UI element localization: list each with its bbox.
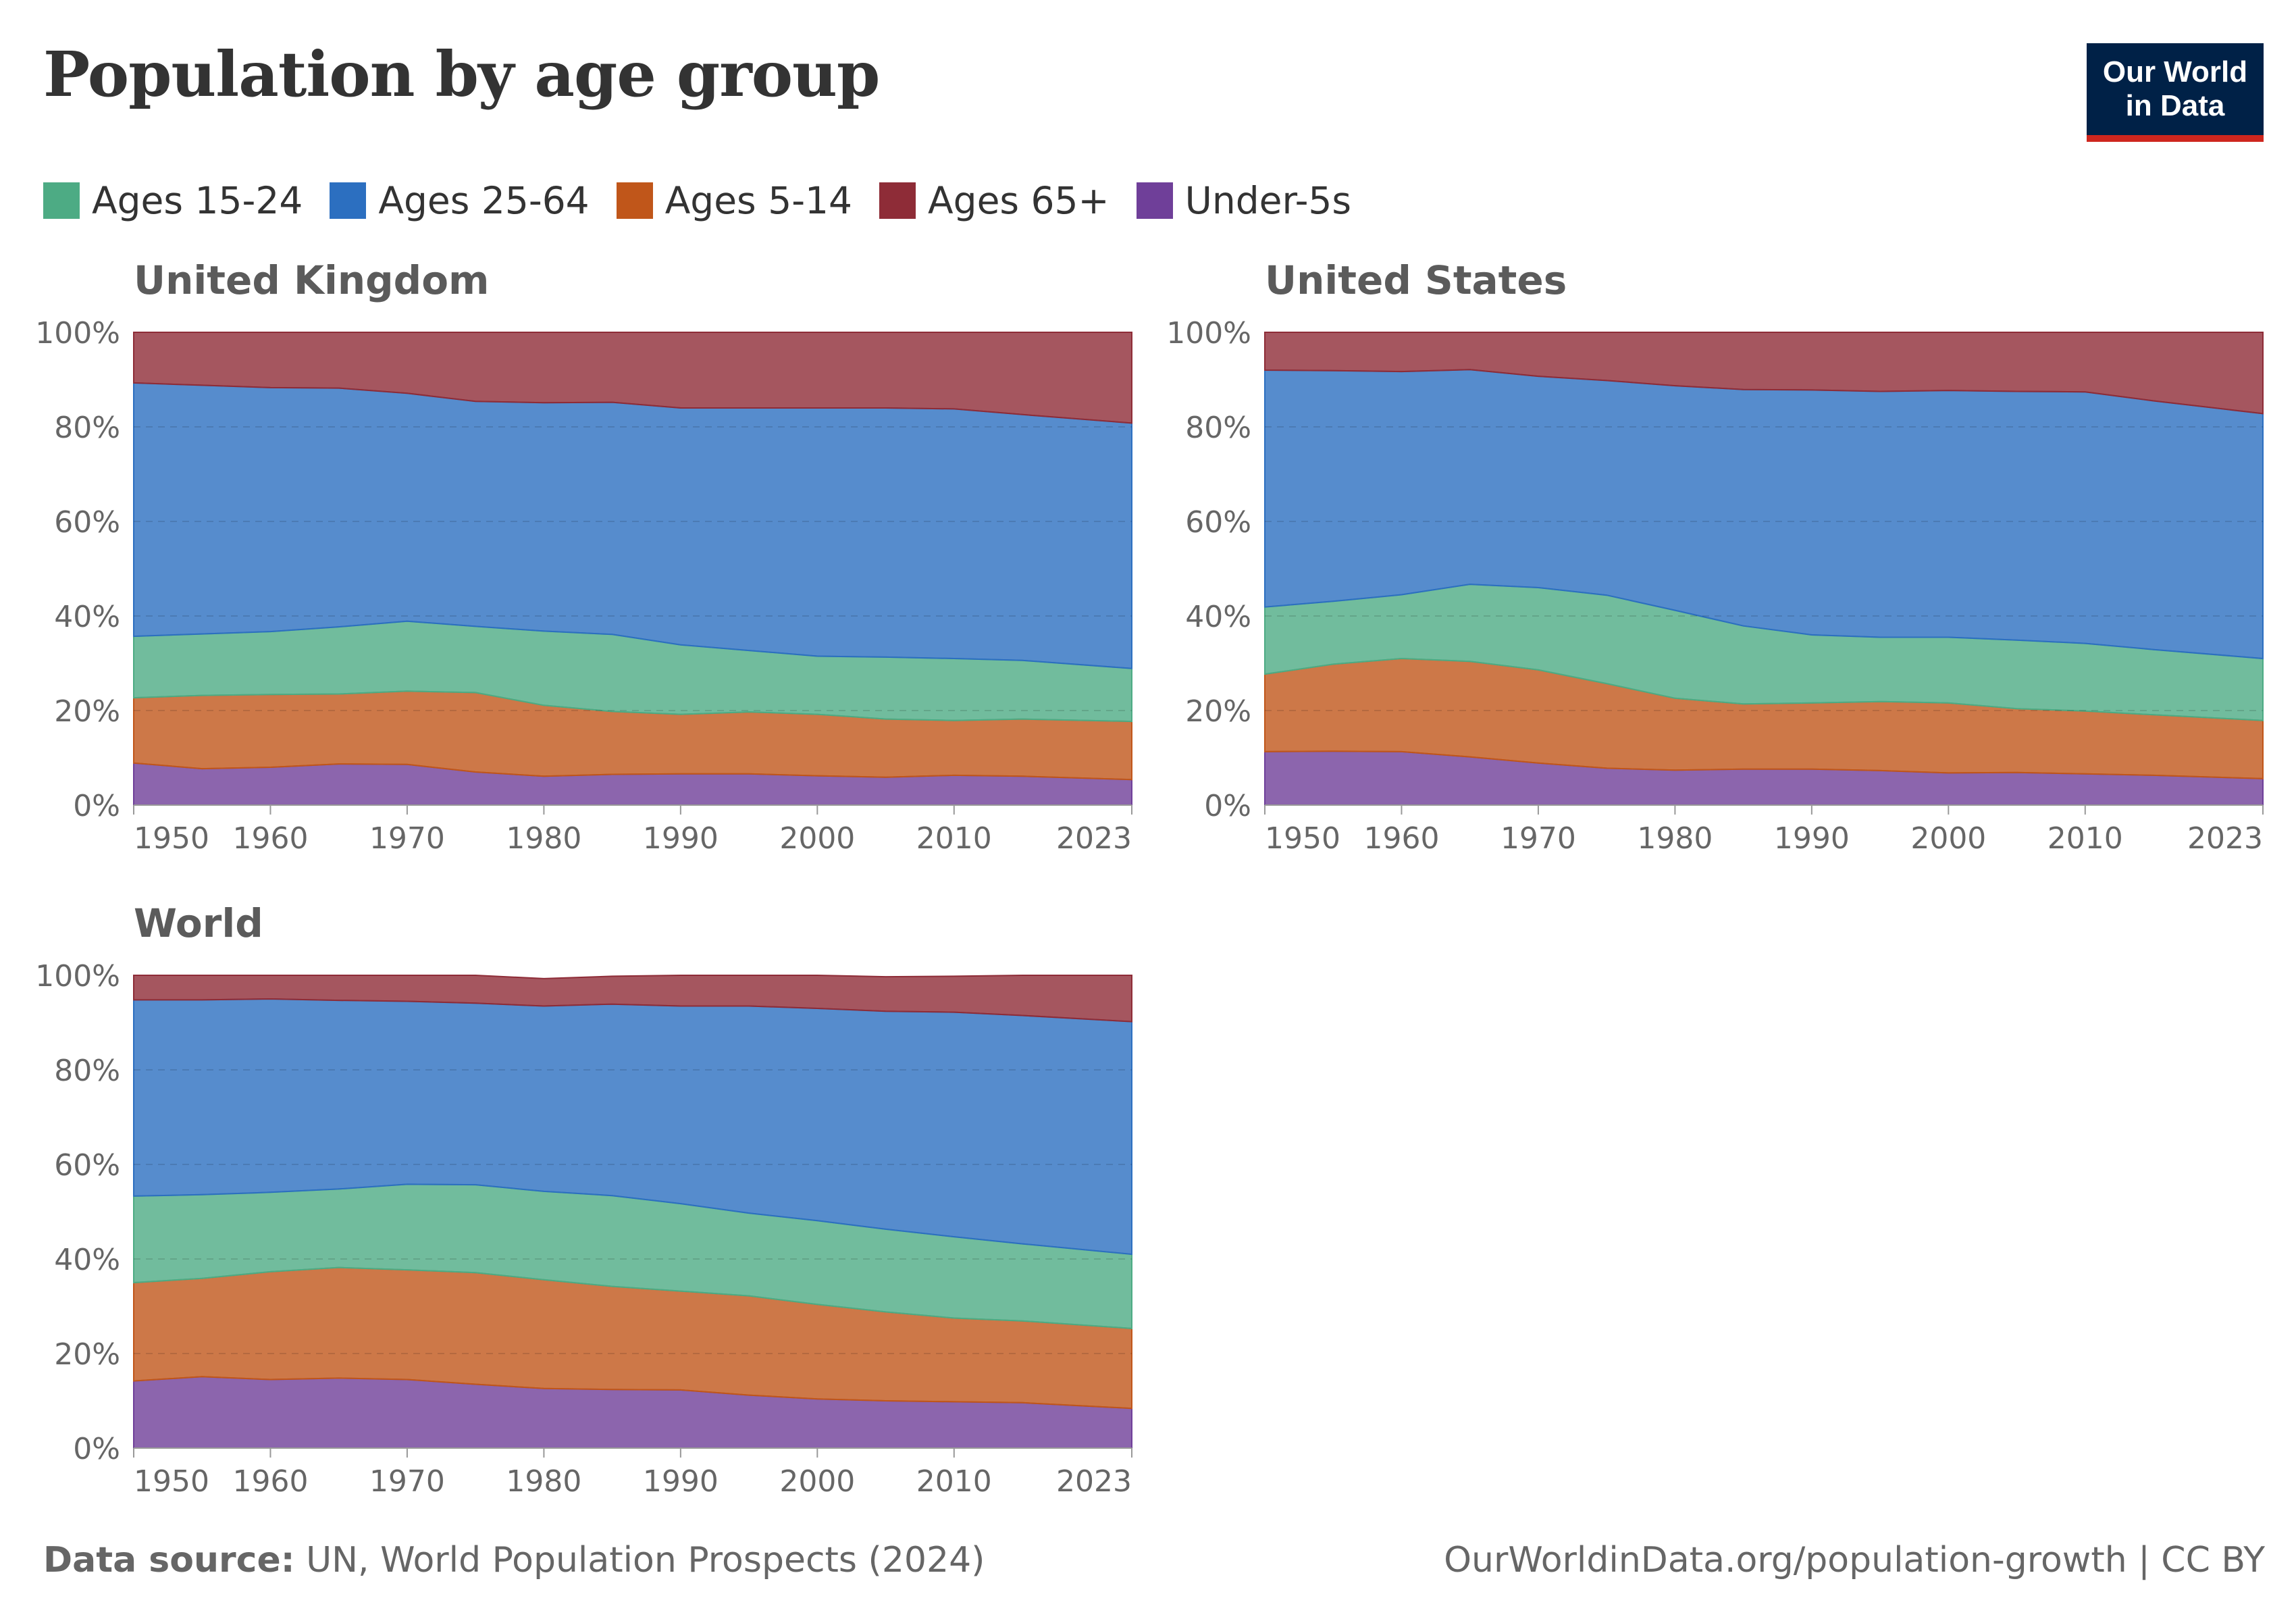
x-tick-label: 2010 (916, 821, 992, 856)
y-tick-label: 20% (1185, 694, 1251, 729)
legend-swatch (1136, 182, 1173, 219)
x-tick-label: 1960 (232, 821, 308, 856)
x-tick-label: 1950 (134, 1464, 209, 1499)
chart-title: Population by age group (43, 38, 880, 111)
x-tick-label: 2010 (2047, 821, 2123, 856)
x-tick-label: 1970 (369, 821, 445, 856)
y-tick-label: 100% (1166, 316, 1251, 351)
legend-item-under-5s[interactable]: Under-5s (1136, 179, 1352, 222)
x-tick-label: 1990 (643, 1464, 719, 1499)
panel-title: United States (1265, 257, 1567, 303)
x-tick-label: 2010 (916, 1464, 992, 1499)
x-tick-label: 1950 (134, 821, 209, 856)
y-tick-label: 80% (54, 1054, 120, 1088)
y-tick-label: 40% (1185, 600, 1251, 634)
legend-label: Ages 5-14 (664, 179, 853, 222)
legend-label: Under-5s (1184, 179, 1352, 222)
y-tick-label: 100% (35, 959, 120, 994)
x-tick-label: 2000 (779, 821, 855, 856)
x-tick-label: 1980 (506, 821, 581, 856)
legend-item-ages-65-plus[interactable]: Ages 65+ (879, 179, 1110, 222)
x-tick-label: 2023 (1056, 1464, 1132, 1499)
logo-line-2: in Data (2125, 89, 2225, 122)
x-tick-label: 2000 (1910, 821, 1986, 856)
y-tick-label: 0% (73, 789, 120, 823)
area-ages-65-plus[interactable] (1264, 332, 2264, 415)
x-tick-label: 1990 (1774, 821, 1850, 856)
area-ages-65-plus[interactable] (133, 332, 1132, 424)
y-tick-label: 100% (35, 316, 120, 351)
panel-united-kingdom: United Kingdom 0% 20% 40% 60% 80% 100% 1950 1960… (35, 257, 1132, 856)
x-tick-label: 1990 (643, 821, 719, 856)
legend-label: Ages 65+ (928, 179, 1110, 222)
legend-label: Ages 25-64 (378, 179, 590, 222)
legend-swatch (43, 182, 80, 219)
y-tick-label: 0% (1204, 789, 1251, 823)
y-tick-label: 0% (73, 1432, 120, 1466)
x-tick-label: 1980 (1637, 821, 1713, 856)
x-tick-label: 2023 (2187, 821, 2263, 856)
x-tick-label: 1960 (1363, 821, 1439, 856)
data-source: Data source: UN, World Population Prospe… (43, 1540, 985, 1580)
legend-item-ages-15-24[interactable]: Ages 15-24 (43, 179, 303, 222)
logo-line-1: Our World (2102, 55, 2248, 88)
x-tick-label: 1970 (1501, 821, 1576, 856)
legend-label: Ages 15-24 (92, 179, 303, 222)
legend-swatch (330, 182, 367, 219)
y-tick-label: 80% (54, 411, 120, 445)
legend-swatch (879, 182, 916, 219)
panel-united-states: United States 0% 20% 40% 60% 80% 100% 1950 1960 1… (1166, 257, 2264, 856)
y-tick-label: 60% (1185, 505, 1251, 540)
data-source-label: Data source: (43, 1540, 295, 1580)
owid-logo[interactable]: Our World in Data (2087, 43, 2264, 142)
x-tick-label: 1960 (232, 1464, 308, 1499)
panel-title: World (134, 900, 263, 946)
legend-item-ages-25-64[interactable]: Ages 25-64 (330, 179, 590, 222)
x-tick-label: 2000 (779, 1464, 855, 1499)
x-tick-label: 1950 (1265, 821, 1340, 856)
legend: Ages 15-24 Ages 25-64 Ages 5-14 Ages 65+… (43, 177, 1378, 224)
legend-swatch (616, 182, 653, 219)
y-tick-label: 40% (54, 1243, 120, 1277)
y-tick-label: 20% (54, 694, 120, 729)
area-ages-65-plus[interactable] (133, 975, 1132, 1023)
x-tick-label: 1970 (369, 1464, 445, 1499)
panel-world: World 0% 20% 40% 60% 80% 100% 1950 1960 1970 1980 1… (35, 900, 1132, 1499)
area-ages-25-64[interactable] (133, 382, 1132, 669)
panel-title: United Kingdom (134, 257, 489, 303)
logo-accent-bar (2087, 135, 2264, 142)
y-tick-label: 80% (1185, 411, 1251, 445)
source-url[interactable]: OurWorldinData.org/population-growth | C… (1444, 1540, 2265, 1580)
data-source-text: UN, World Population Prospects (2024) (306, 1540, 985, 1580)
y-tick-label: 60% (54, 505, 120, 540)
y-tick-label: 20% (54, 1337, 120, 1372)
x-tick-label: 1980 (506, 1464, 581, 1499)
x-tick-label: 2023 (1056, 821, 1132, 856)
y-tick-label: 60% (54, 1148, 120, 1183)
legend-item-ages-5-14[interactable]: Ages 5-14 (616, 179, 853, 222)
y-tick-label: 40% (54, 600, 120, 634)
